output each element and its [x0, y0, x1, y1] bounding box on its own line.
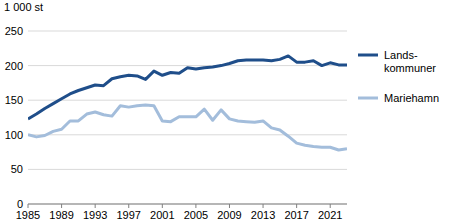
chart: 1 000 st05010015020025019851989199319972… — [0, 0, 454, 224]
x-tick-label: 2005 — [184, 209, 208, 221]
grid-line — [28, 100, 347, 101]
x-tick-label: 2009 — [217, 209, 241, 221]
x-tick-label: 1985 — [16, 209, 40, 221]
title: 1 000 st — [4, 1, 43, 13]
x-tick — [95, 204, 96, 208]
y-tick-label: 200 — [5, 60, 23, 72]
y-tick-label: 250 — [5, 25, 23, 37]
chart-container: 1 000 st05010015020025019851989199319972… — [0, 0, 454, 224]
series-line — [28, 56, 347, 119]
x-tick-label: 2013 — [251, 209, 275, 221]
x-tick-label: 2017 — [284, 209, 308, 221]
y-tick-label: 100 — [5, 129, 23, 141]
x-axis — [28, 204, 347, 205]
x-tick — [162, 204, 163, 208]
grid-line — [28, 31, 347, 32]
x-tick — [229, 204, 230, 208]
x-tick — [61, 204, 62, 208]
grid-line — [28, 169, 347, 170]
x-tick-label: 1993 — [83, 209, 107, 221]
series-line — [28, 105, 347, 150]
grid-line — [28, 65, 347, 66]
x-tick — [263, 204, 264, 208]
x-tick — [330, 204, 331, 208]
legend-swatch — [358, 54, 378, 57]
y-tick-label: 150 — [5, 94, 23, 106]
x-tick — [195, 204, 196, 208]
x-tick-label: 1997 — [116, 209, 140, 221]
x-tick — [128, 204, 129, 208]
y-tick-label: 50 — [11, 163, 23, 175]
legend-swatch — [358, 97, 378, 100]
x-tick — [28, 204, 29, 208]
legend-label: Mariehamn — [384, 92, 439, 104]
x-tick — [296, 204, 297, 208]
grid-line — [28, 134, 347, 135]
x-tick-label: 2001 — [150, 209, 174, 221]
plot-area — [28, 56, 347, 150]
x-tick-label: 2021 — [318, 209, 342, 221]
legend-label: Lands-kommuner — [384, 49, 436, 74]
x-tick-label: 1989 — [49, 209, 73, 221]
grid-line — [28, 204, 347, 205]
